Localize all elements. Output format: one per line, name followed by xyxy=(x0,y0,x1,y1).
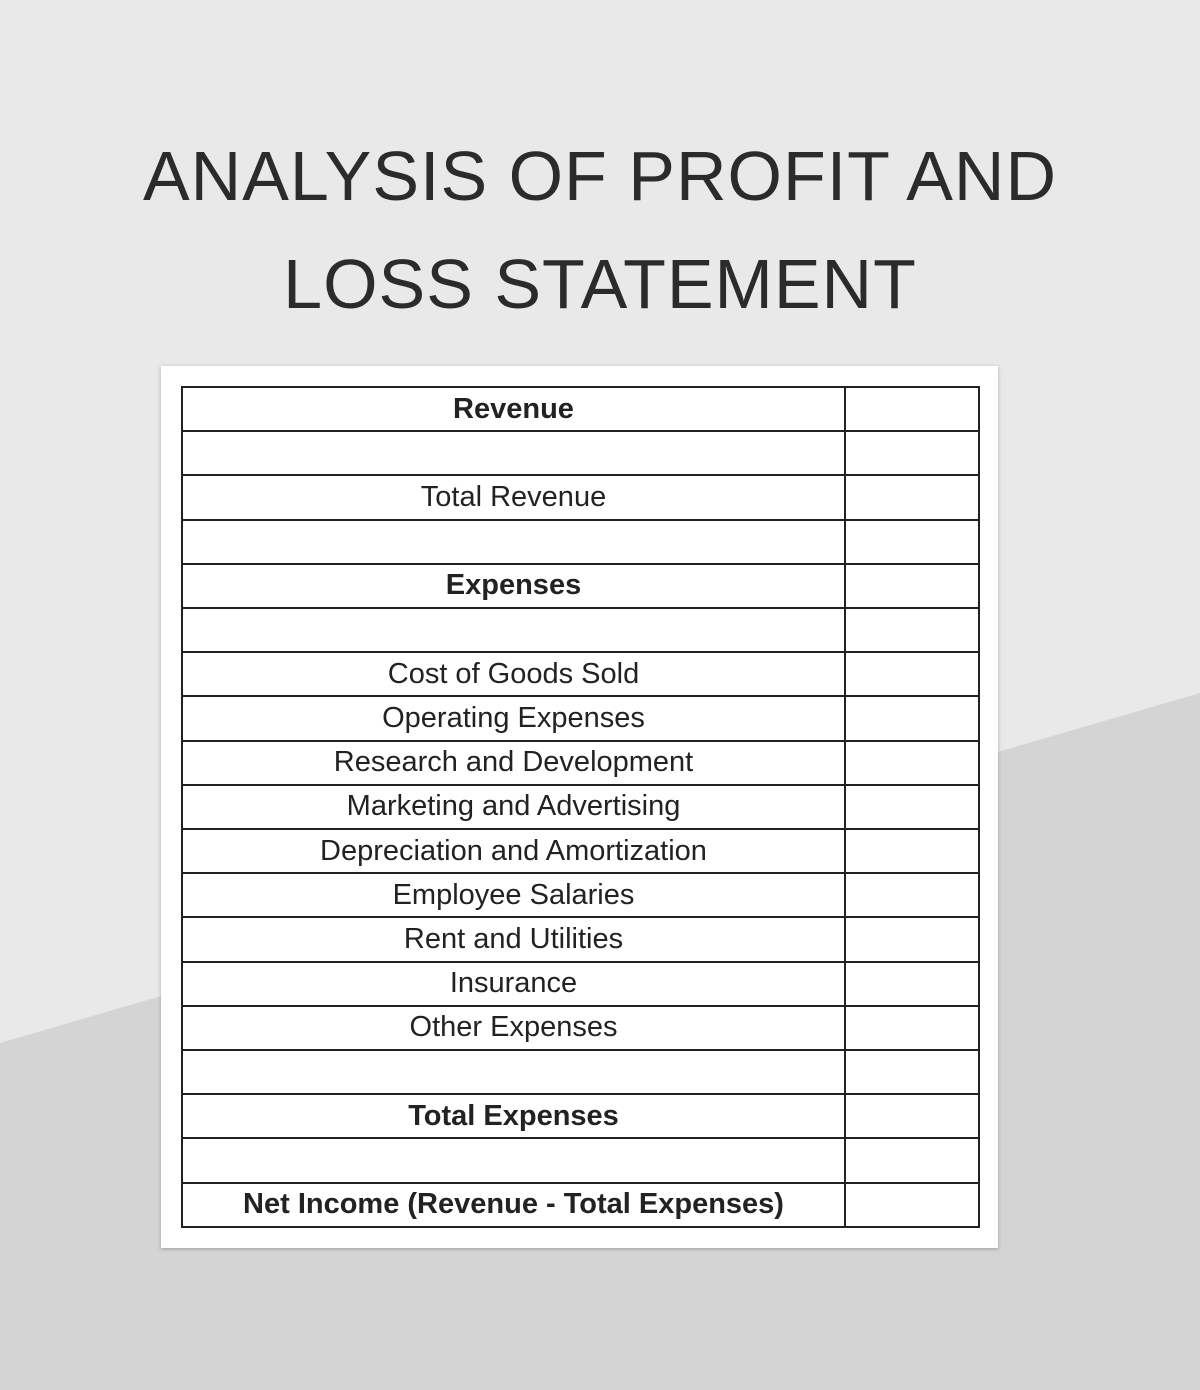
table-row xyxy=(181,1049,980,1096)
table-row xyxy=(181,607,980,654)
row-value-cell[interactable] xyxy=(844,916,980,963)
statement-card: Revenue Total Revenue Expenses Cost of Good… xyxy=(161,366,998,1248)
table-row: Total Expenses xyxy=(181,1093,980,1140)
row-value-cell[interactable] xyxy=(844,872,980,919)
page-title: ANALYSIS OF PROFIT AND LOSS STATEMENT xyxy=(0,122,1200,338)
row-value-cell[interactable] xyxy=(844,1004,980,1052)
row-value-cell[interactable] xyxy=(844,1049,980,1096)
row-value-cell[interactable] xyxy=(844,1137,980,1184)
row-label-cell: Employee Salaries xyxy=(181,872,846,919)
table-row xyxy=(181,518,980,565)
row-label-cell: Other Expenses xyxy=(181,1004,846,1052)
row-label-cell xyxy=(181,430,846,477)
table-row: Net Income (Revenue - Total Expenses) xyxy=(181,1181,980,1229)
table-row xyxy=(181,430,980,477)
row-value-cell[interactable] xyxy=(844,474,980,521)
table-row: Other Expenses xyxy=(181,1004,980,1052)
profit-loss-table-body: Revenue Total Revenue Expenses Cost of Good… xyxy=(181,385,980,1229)
row-value-cell[interactable] xyxy=(844,828,980,875)
row-label-cell xyxy=(181,1049,846,1096)
row-label-cell: Revenue xyxy=(181,385,846,433)
table-row: Insurance xyxy=(181,960,980,1007)
row-value-cell[interactable] xyxy=(844,518,980,565)
row-label-cell: Cost of Goods Sold xyxy=(181,651,846,698)
table-row: Operating Expenses xyxy=(181,695,980,742)
row-label-cell xyxy=(181,1137,846,1184)
row-value-cell[interactable] xyxy=(844,739,980,786)
profit-loss-table: Revenue Total Revenue Expenses Cost of Good… xyxy=(181,385,980,1229)
table-row: Total Revenue xyxy=(181,474,980,521)
row-label-cell: Operating Expenses xyxy=(181,695,846,742)
row-label-cell: Total Revenue xyxy=(181,474,846,521)
page-title-line-2: LOSS STATEMENT xyxy=(283,245,917,323)
row-value-cell[interactable] xyxy=(844,960,980,1007)
row-label-cell: Depreciation and Amortization xyxy=(181,828,846,875)
row-value-cell[interactable] xyxy=(844,651,980,698)
row-value-cell[interactable] xyxy=(844,430,980,477)
row-label-cell: Rent and Utilities xyxy=(181,916,846,963)
row-label-cell: Insurance xyxy=(181,960,846,1007)
table-row: Cost of Goods Sold xyxy=(181,651,980,698)
row-label-cell xyxy=(181,607,846,654)
row-label-cell: Marketing and Advertising xyxy=(181,783,846,831)
table-row: Rent and Utilities xyxy=(181,916,980,963)
row-value-cell[interactable] xyxy=(844,1181,980,1229)
row-value-cell[interactable] xyxy=(844,695,980,742)
row-label-cell: Expenses xyxy=(181,562,846,610)
table-row xyxy=(181,1137,980,1184)
table-row: Depreciation and Amortization xyxy=(181,828,980,875)
row-label-cell xyxy=(181,518,846,565)
page-title-line-1: ANALYSIS OF PROFIT AND xyxy=(142,137,1058,215)
row-value-cell[interactable] xyxy=(844,562,980,610)
table-row: Expenses xyxy=(181,562,980,610)
row-label-cell: Total Expenses xyxy=(181,1093,846,1140)
table-row: Research and Development xyxy=(181,739,980,786)
row-value-cell[interactable] xyxy=(844,385,980,433)
table-row: Employee Salaries xyxy=(181,872,980,919)
row-label-cell: Net Income (Revenue - Total Expenses) xyxy=(181,1181,846,1229)
table-row: Marketing and Advertising xyxy=(181,783,980,831)
row-label-cell: Research and Development xyxy=(181,739,846,786)
table-row: Revenue xyxy=(181,385,980,433)
row-value-cell[interactable] xyxy=(844,783,980,831)
row-value-cell[interactable] xyxy=(844,607,980,654)
row-value-cell[interactable] xyxy=(844,1093,980,1140)
